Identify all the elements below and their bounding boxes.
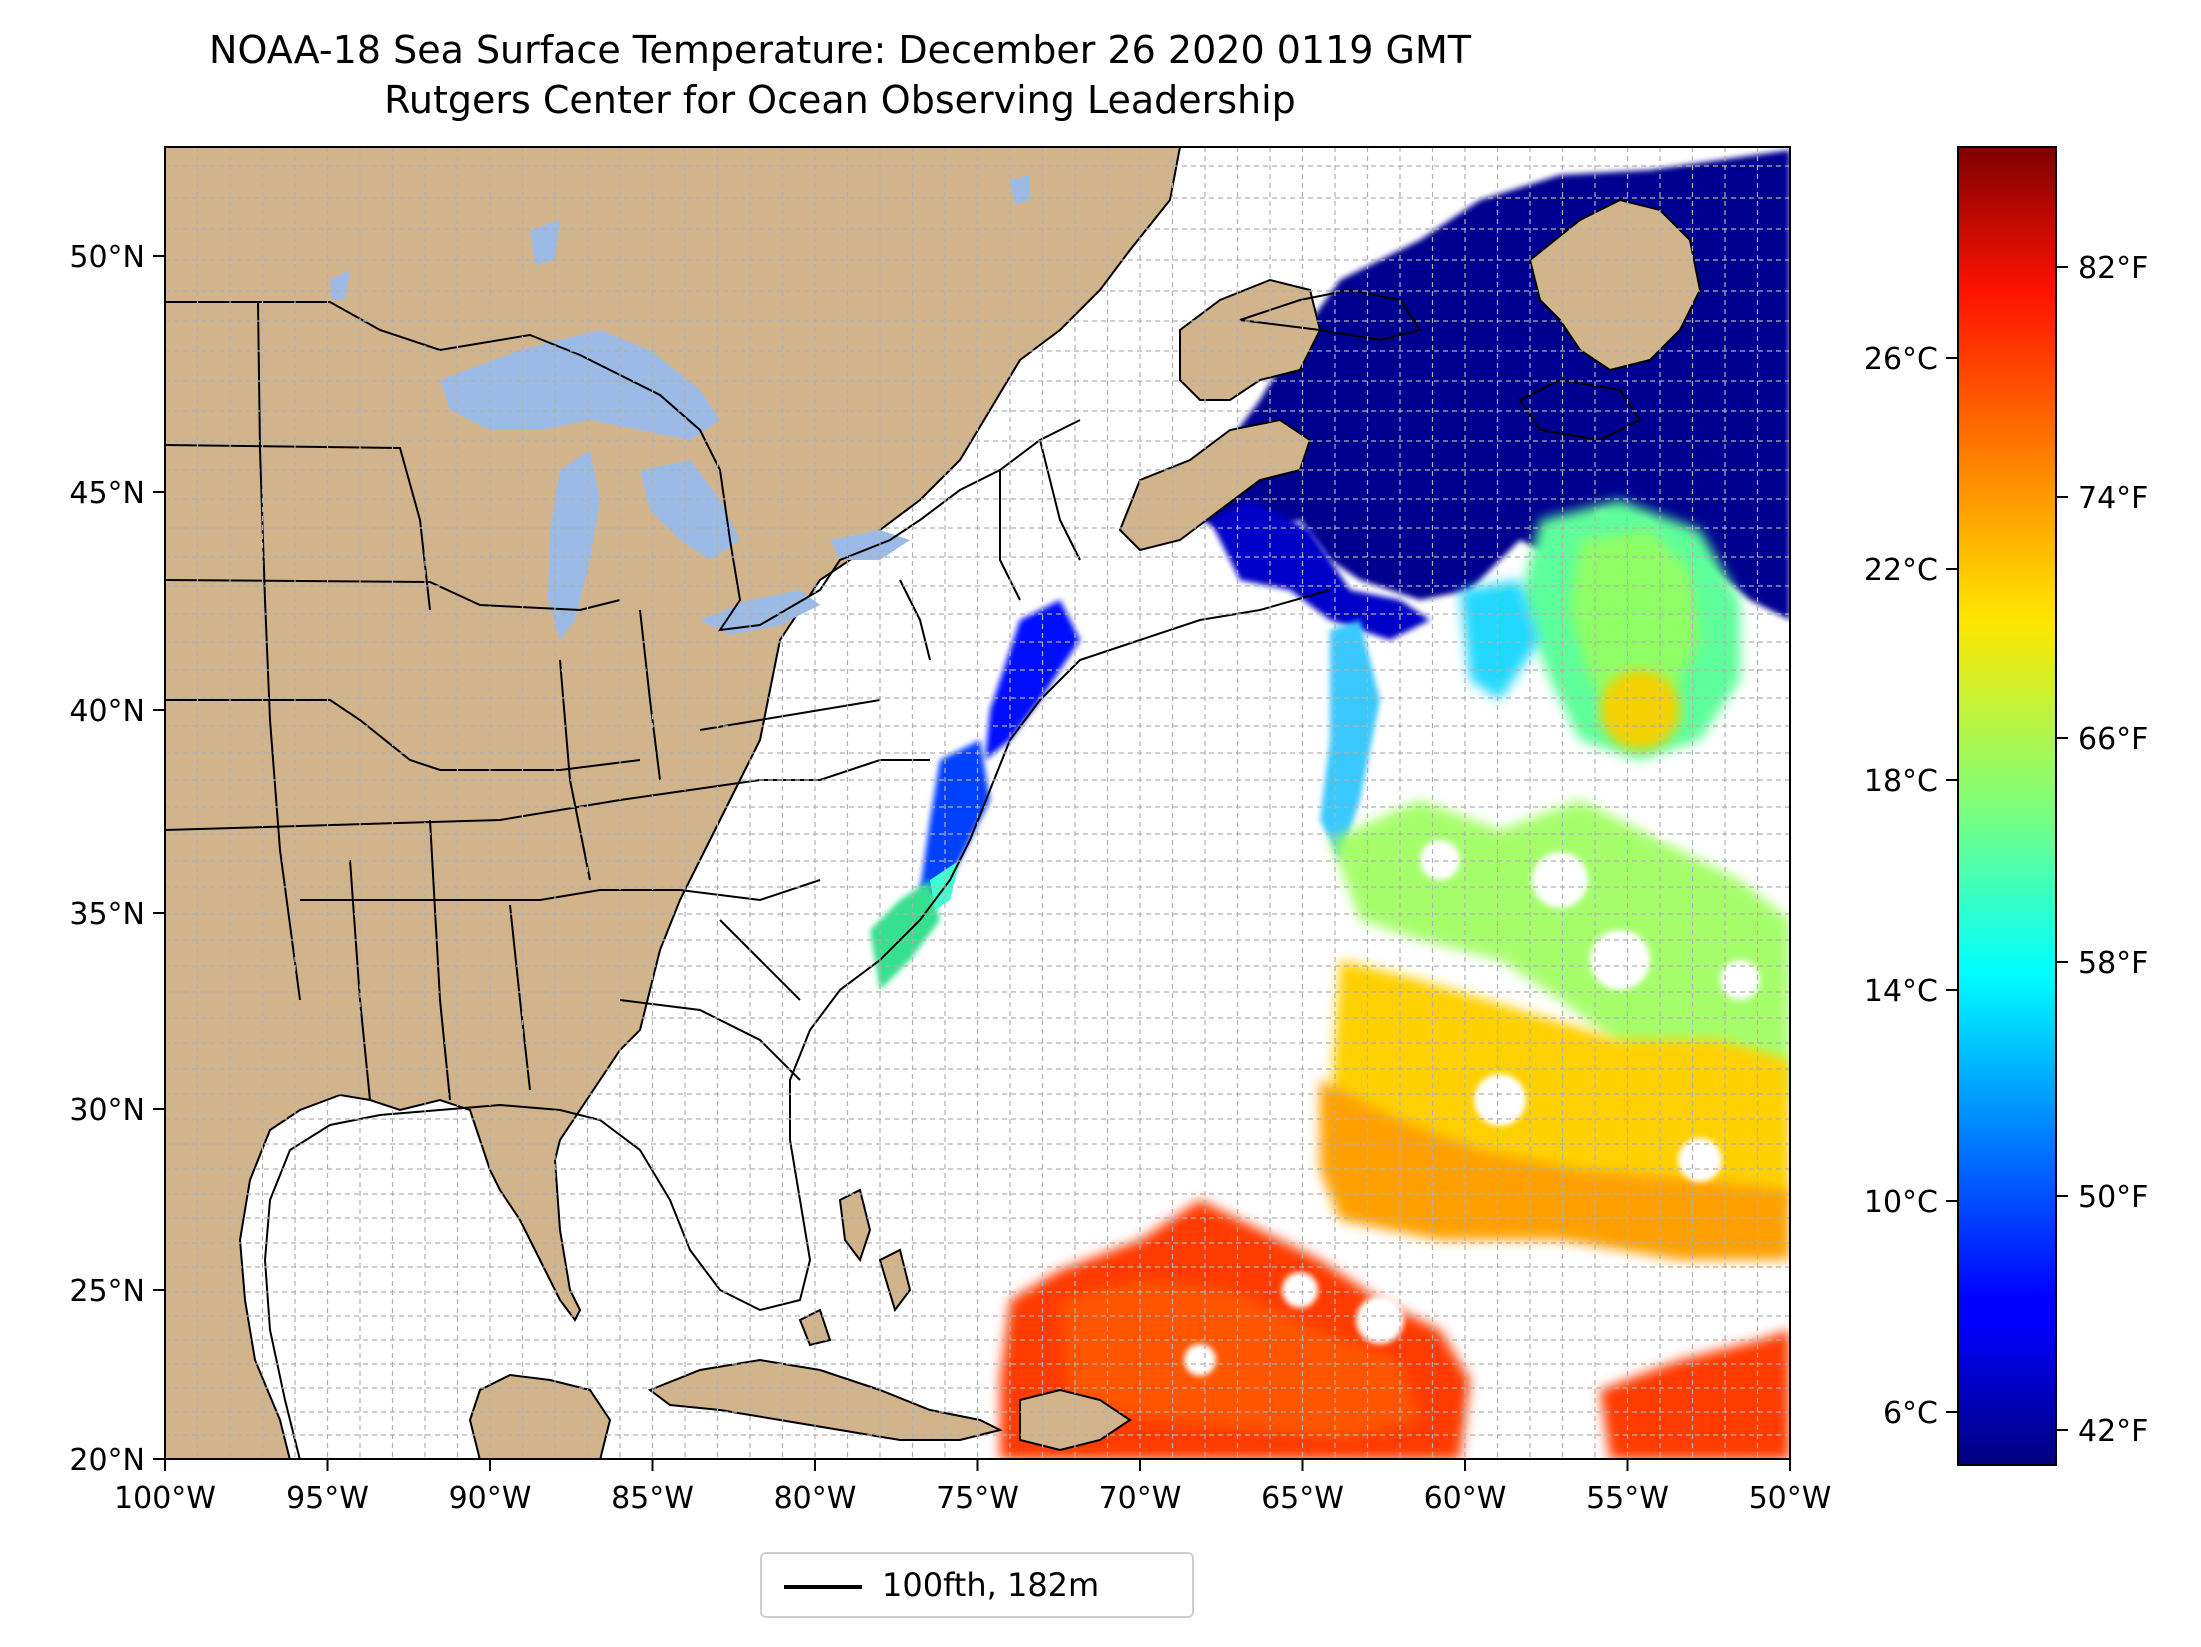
bathymetry-100fth: [263, 288, 1642, 1459]
gridlines: [165, 147, 1790, 1459]
lat-tick-label: 45°N: [69, 476, 145, 511]
lat-tick-label: 20°N: [69, 1443, 145, 1478]
legend-label: 100fth, 182m: [882, 1566, 1100, 1604]
sst-data-layer: [870, 150, 1790, 1459]
land-layer: [165, 147, 1702, 1459]
lon-tick-label: 100°W: [114, 1481, 216, 1516]
lon-tick-label: 65°W: [1261, 1481, 1344, 1516]
lat-tick-label: 50°N: [69, 240, 145, 275]
lat-tick-label: 30°N: [69, 1093, 145, 1128]
borders-layer: [165, 301, 1081, 1101]
lon-tick-label: 90°W: [449, 1481, 532, 1516]
chart-title: NOAA-18 Sea Surface Temperature: Decembe…: [209, 28, 1471, 72]
legend: 100fth, 182m: [760, 1552, 1194, 1618]
lon-tick-label: 75°W: [936, 1481, 1019, 1516]
lon-tick-label: 50°W: [1749, 1481, 1832, 1516]
lon-tick-label: 80°W: [774, 1481, 857, 1516]
chart-subtitle: Rutgers Center for Ocean Observing Leade…: [384, 78, 1296, 122]
lon-tick-label: 70°W: [1099, 1481, 1182, 1516]
lon-tick-label: 85°W: [611, 1481, 694, 1516]
lon-tick-label: 60°W: [1424, 1481, 1507, 1516]
lon-tick-label: 95°W: [286, 1481, 369, 1516]
lon-tick-label: 55°W: [1586, 1481, 1669, 1516]
lat-tick-label: 35°N: [69, 897, 145, 932]
legend-line-swatch: [784, 1585, 862, 1589]
longitude-axis: 100°W 95°W 90°W 85°W 80°W 75°W 70°W 65°W…: [114, 1459, 1831, 1516]
lat-tick-label: 40°N: [69, 694, 145, 729]
latitude-axis: 20°N 25°N 30°N 35°N 40°N 45°N 50°N: [69, 240, 165, 1478]
lat-tick-label: 25°N: [69, 1274, 145, 1309]
